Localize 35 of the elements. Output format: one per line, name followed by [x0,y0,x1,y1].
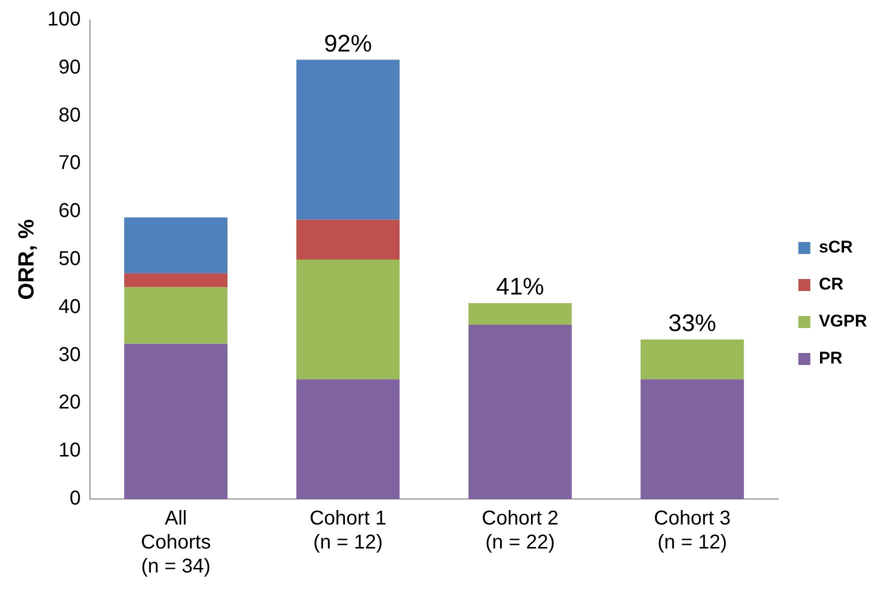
bar [124,287,228,344]
bar [296,260,400,380]
bar [124,217,228,274]
y-tick-label: 50 [58,248,81,270]
y-tick-label: 40 [58,296,81,318]
y-tick-label: 90 [58,56,81,78]
y-tick-label: 70 [58,152,81,174]
total-label: 92% [324,30,372,58]
legend-label: VGPR [818,312,868,331]
total-label: 41% [496,274,544,301]
bar [124,273,228,288]
y-tick-label: 60 [58,200,81,222]
x-tick-label: Cohort 2 (n = 22) [482,508,558,554]
total-label: 33% [668,310,716,338]
x-tick-label: Cohort 3 (n = 12) [654,508,731,554]
bar [468,303,572,325]
bar [640,379,744,499]
bar [640,339,744,380]
y-tick-label: 10 [58,440,81,462]
x-tick-label: All Cohorts (n = 34) [140,508,211,578]
bar [296,379,400,499]
y-axis-title: ORR, % [13,219,38,300]
y-tick-label: 20 [58,392,81,414]
bar [124,344,228,499]
y-tick-label: 80 [58,104,81,126]
legend-label: sCR [818,238,853,257]
y-tick-label: 0 [70,488,81,510]
bar [296,60,400,220]
x-tick-label: Cohort 1 (n = 12) [310,508,386,554]
legend-label: CR [818,274,844,294]
legend-label: PR [818,348,842,368]
bar [296,220,400,260]
y-tick-label: 30 [58,344,81,366]
y-tick-label: 100 [47,8,81,31]
bar [468,324,572,499]
